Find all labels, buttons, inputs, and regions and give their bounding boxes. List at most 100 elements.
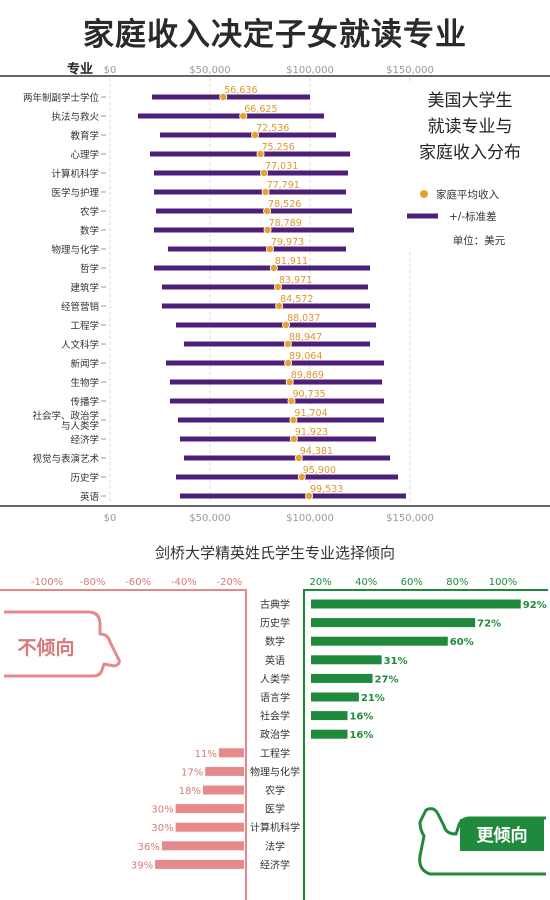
mean-dot: [285, 377, 294, 386]
category-label: 法学: [265, 840, 285, 853]
value-label: 31%: [384, 656, 408, 667]
mean-value-label: 84,572: [280, 294, 313, 305]
mean-dot: [219, 92, 228, 101]
category-label: 生物学: [70, 377, 99, 389]
mean-value-label: 95,900: [303, 465, 336, 476]
category-label: 传播学: [70, 396, 99, 408]
mean-value-label: 78,789: [269, 218, 302, 229]
value-label: 92%: [523, 600, 547, 611]
category-label: 经济学: [70, 434, 99, 446]
value-label: 16%: [349, 712, 373, 723]
x-tick-label: -100%: [31, 577, 63, 588]
category-label: 政治学: [260, 728, 290, 741]
x-tick-label: -20%: [216, 577, 242, 588]
category-label: 社会学: [260, 710, 290, 723]
positive-label: 更倾向: [477, 825, 528, 846]
mean-dot: [289, 434, 298, 443]
value-label: 36%: [138, 842, 160, 853]
category-label: 执法与救火: [51, 111, 99, 123]
mean-dot: [283, 339, 292, 348]
value-label: 17%: [181, 767, 203, 778]
value-label: 11%: [195, 749, 217, 760]
category-label: 历史学: [70, 472, 99, 484]
x-tick-label: -40%: [171, 577, 197, 588]
cambridge-elite-chart: 剑桥大学精英姓氏学生专业选择倾向 -100% -80% -60% -40% -20% 20%…: [0, 544, 548, 900]
category-label: 数学: [265, 635, 285, 648]
legend-title-line: 就读专业与: [428, 117, 513, 137]
mean-value-label: 99,533: [310, 484, 343, 495]
negative-bar: [218, 748, 244, 758]
category-label: 数学: [80, 225, 99, 237]
category-label: 农学: [80, 206, 99, 218]
main-title: 家庭收入决定子女就读专业: [83, 16, 467, 53]
thumbs-up-icon: [418, 807, 546, 876]
category-label: 社会学、政治学与人类学: [32, 410, 99, 432]
category-label: 哲学: [80, 263, 99, 275]
negative-label: 不倾向: [17, 636, 74, 659]
mean-dot: [263, 225, 272, 234]
mean-dot: [287, 396, 296, 405]
value-label: 30%: [151, 805, 173, 816]
category-label: 心理学: [70, 149, 99, 161]
legend-range-label: +/-标准差: [449, 210, 497, 223]
category-label: 新闻学: [70, 358, 99, 370]
category-label-line: 社会学、政治学: [32, 410, 99, 422]
positive-bar: [311, 636, 448, 646]
negative-bar: [205, 766, 244, 776]
category-label: 建筑学: [70, 282, 99, 294]
category-label: 人文科学: [61, 339, 99, 351]
category-label: 工程学: [70, 320, 99, 332]
mean-value-label: 88,037: [287, 313, 320, 324]
value-label: 16%: [349, 730, 373, 741]
legend-box: [394, 82, 546, 252]
category-label: 人类学: [260, 672, 290, 685]
mean-dot: [282, 320, 291, 329]
category-label: 教育学: [70, 130, 99, 142]
mean-value-label: 81,911: [275, 256, 308, 267]
mean-value-label: 66,625: [244, 104, 277, 115]
category-label: 英语: [80, 491, 100, 503]
x-tick-label: -80%: [80, 577, 106, 588]
negative-bar: [175, 822, 244, 832]
x-tick-label: 20%: [309, 577, 331, 588]
mean-dot: [256, 150, 265, 159]
thumbs-down-outline: [4, 610, 121, 678]
positive-bar: [311, 655, 382, 665]
mean-dot: [269, 263, 278, 272]
mean-value-label: 91,704: [294, 408, 327, 419]
x-tick-label-top: $50,000: [189, 65, 230, 76]
category-label: 经济学: [260, 858, 290, 871]
mean-dot: [284, 358, 293, 367]
legend-unit-label: 单位：美元: [453, 234, 506, 247]
value-label: 21%: [361, 693, 385, 704]
category-label: 语言学: [260, 691, 290, 704]
mean-value-label: 83,971: [279, 275, 312, 286]
x-tick-label-top: $100,000: [286, 65, 334, 76]
negative-panel-frame: [0, 589, 247, 900]
category-label: 视觉与表演艺术: [32, 453, 99, 465]
mean-value-label: 89,869: [291, 370, 324, 381]
category-label: 农学: [265, 784, 285, 797]
legend-mean-label: 家庭平均收入: [436, 188, 499, 201]
mean-dot: [239, 112, 248, 121]
value-label: 30%: [151, 823, 173, 834]
mean-dot: [265, 244, 274, 253]
category-label: 历史学: [260, 617, 290, 630]
positive-bar: [311, 673, 373, 683]
value-label: 18%: [179, 786, 201, 797]
thumbs-up-outline: [418, 807, 546, 876]
mean-dot: [251, 131, 260, 140]
x-tick-label: -60%: [125, 577, 151, 588]
positive-panel-frame: [303, 589, 548, 900]
positive-bar: [311, 692, 359, 702]
mean-dot: [275, 301, 284, 310]
category-label: 物理与化学: [51, 244, 99, 256]
x-tick-label: 100%: [489, 577, 518, 588]
legend-title-line: 家庭收入分布: [419, 143, 521, 163]
x-tick-label-bottom: $0: [104, 513, 117, 524]
positive-bar: [311, 599, 521, 609]
category-label: 工程学: [260, 747, 290, 760]
category-label: 医学与护理: [51, 187, 99, 199]
chart2-title: 剑桥大学精英姓氏学生专业选择倾向: [155, 544, 395, 562]
value-label: 27%: [375, 674, 399, 685]
